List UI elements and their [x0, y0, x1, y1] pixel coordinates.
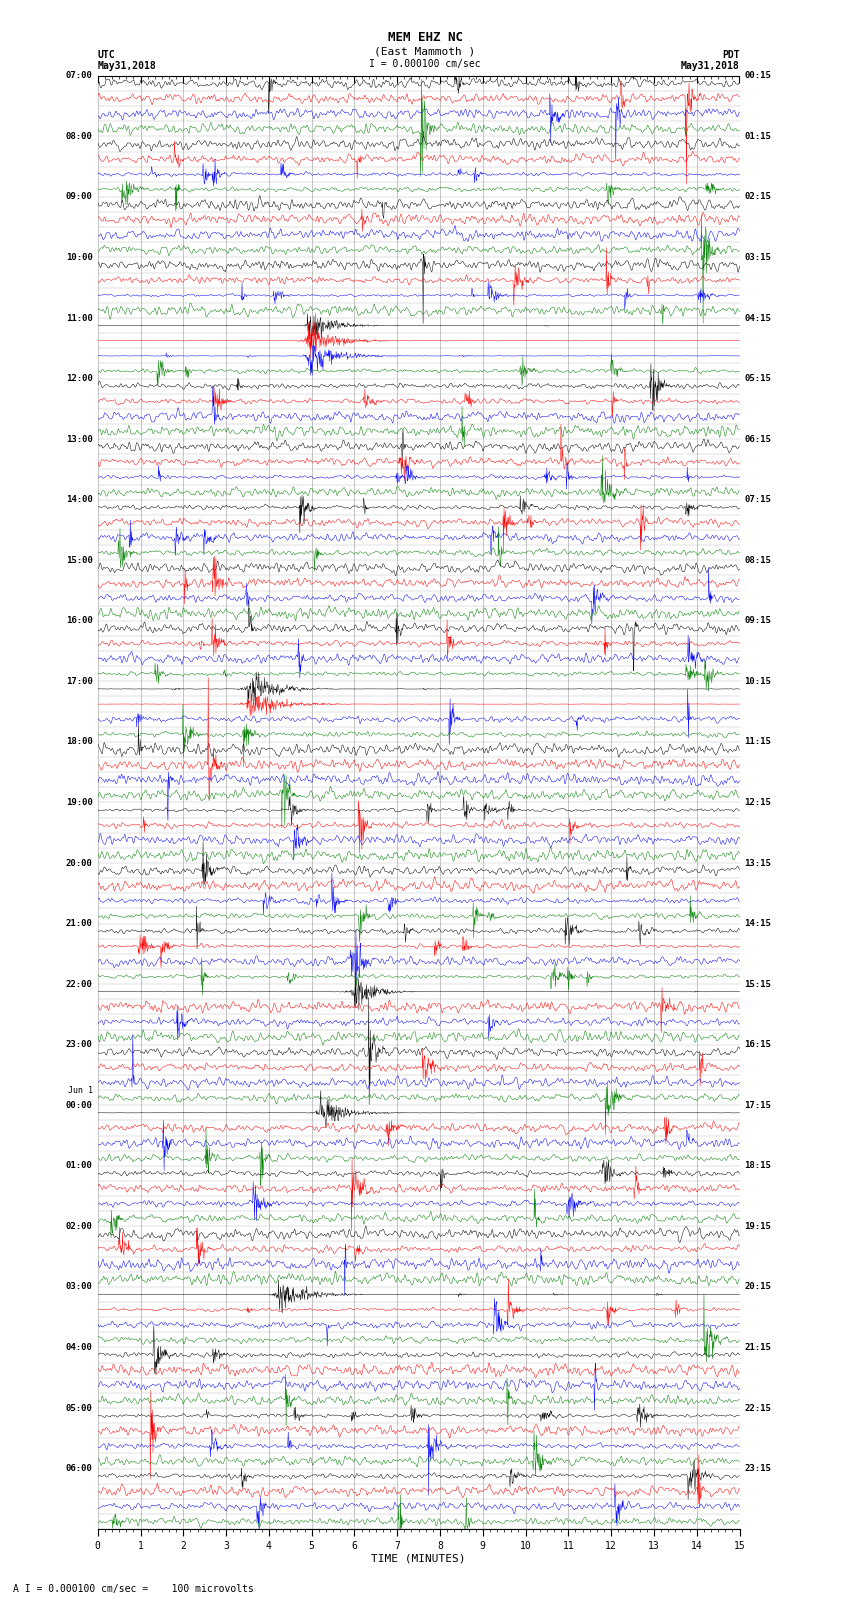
- Text: 05:15: 05:15: [745, 374, 772, 382]
- Text: 06:15: 06:15: [745, 434, 772, 444]
- Text: May31,2018: May31,2018: [98, 61, 156, 71]
- Text: 22:15: 22:15: [745, 1403, 772, 1413]
- Text: 17:15: 17:15: [745, 1100, 772, 1110]
- X-axis label: TIME (MINUTES): TIME (MINUTES): [371, 1553, 466, 1563]
- Text: 01:15: 01:15: [745, 132, 772, 140]
- Text: PDT: PDT: [722, 50, 740, 60]
- Text: 10:15: 10:15: [745, 677, 772, 686]
- Text: 11:00: 11:00: [65, 313, 93, 323]
- Text: 08:15: 08:15: [745, 556, 772, 565]
- Text: 12:15: 12:15: [745, 798, 772, 806]
- Text: 09:15: 09:15: [745, 616, 772, 626]
- Text: 21:15: 21:15: [745, 1344, 772, 1352]
- Text: 18:00: 18:00: [65, 737, 93, 747]
- Text: 20:15: 20:15: [745, 1282, 772, 1292]
- Text: 04:00: 04:00: [65, 1344, 93, 1352]
- Text: MEM EHZ NC: MEM EHZ NC: [388, 31, 462, 44]
- Text: 22:00: 22:00: [65, 979, 93, 989]
- Text: 00:00: 00:00: [65, 1100, 93, 1110]
- Text: 14:00: 14:00: [65, 495, 93, 505]
- Text: 19:00: 19:00: [65, 798, 93, 806]
- Text: May31,2018: May31,2018: [681, 61, 740, 71]
- Text: Jun 1: Jun 1: [68, 1086, 93, 1095]
- Text: 02:15: 02:15: [745, 192, 772, 202]
- Text: (East Mammoth ): (East Mammoth ): [374, 47, 476, 56]
- Text: 11:15: 11:15: [745, 737, 772, 747]
- Text: 14:15: 14:15: [745, 919, 772, 927]
- Text: 01:00: 01:00: [65, 1161, 93, 1171]
- Text: 08:00: 08:00: [65, 132, 93, 140]
- Text: UTC: UTC: [98, 50, 116, 60]
- Text: 13:15: 13:15: [745, 858, 772, 868]
- Text: 17:00: 17:00: [65, 677, 93, 686]
- Text: 20:00: 20:00: [65, 858, 93, 868]
- Text: 13:00: 13:00: [65, 434, 93, 444]
- Text: 15:15: 15:15: [745, 979, 772, 989]
- Text: 06:00: 06:00: [65, 1465, 93, 1473]
- Text: 23:00: 23:00: [65, 1040, 93, 1048]
- Text: 16:15: 16:15: [745, 1040, 772, 1048]
- Text: 04:15: 04:15: [745, 313, 772, 323]
- Text: 03:00: 03:00: [65, 1282, 93, 1292]
- Text: 00:15: 00:15: [745, 71, 772, 81]
- Text: 09:00: 09:00: [65, 192, 93, 202]
- Text: 21:00: 21:00: [65, 919, 93, 927]
- Text: 02:00: 02:00: [65, 1223, 93, 1231]
- Text: 05:00: 05:00: [65, 1403, 93, 1413]
- Text: 07:00: 07:00: [65, 71, 93, 81]
- Text: 23:15: 23:15: [745, 1465, 772, 1473]
- Text: I = 0.000100 cm/sec: I = 0.000100 cm/sec: [369, 60, 481, 69]
- Text: 15:00: 15:00: [65, 556, 93, 565]
- Text: 03:15: 03:15: [745, 253, 772, 261]
- Text: 10:00: 10:00: [65, 253, 93, 261]
- Text: 16:00: 16:00: [65, 616, 93, 626]
- Text: 12:00: 12:00: [65, 374, 93, 382]
- Text: 07:15: 07:15: [745, 495, 772, 505]
- Text: A I = 0.000100 cm/sec =    100 microvolts: A I = 0.000100 cm/sec = 100 microvolts: [13, 1584, 253, 1594]
- Text: 18:15: 18:15: [745, 1161, 772, 1171]
- Text: 19:15: 19:15: [745, 1223, 772, 1231]
